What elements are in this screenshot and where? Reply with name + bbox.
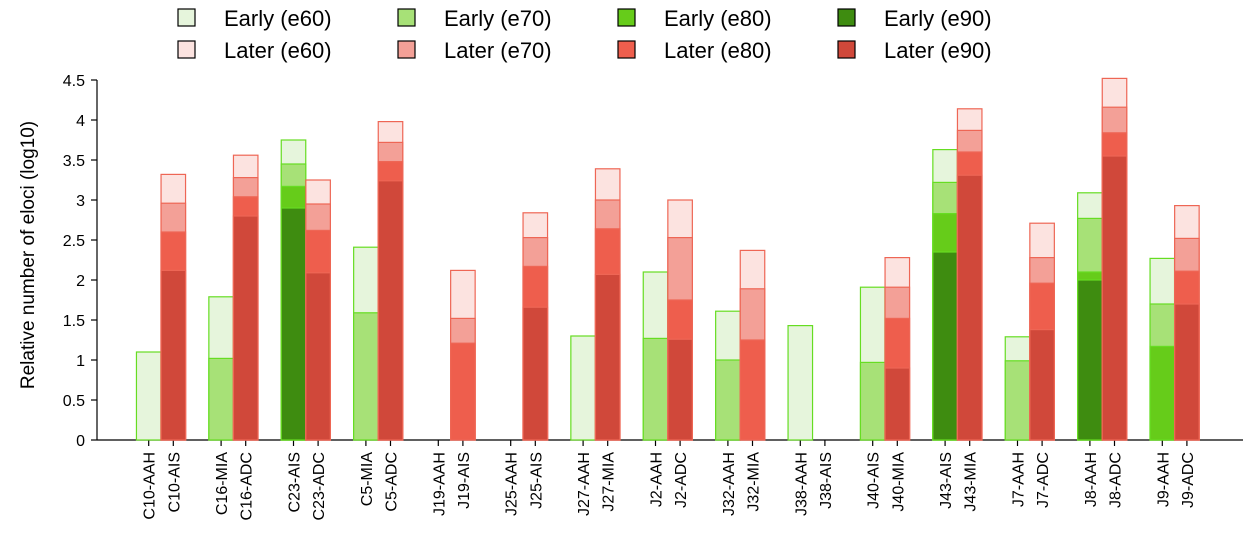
legend-swatch — [397, 40, 416, 59]
y-tick-label: 3 — [76, 193, 85, 210]
bar-early-e70-C16-MIA — [208, 357, 234, 441]
legend-label: Later (e70) — [444, 38, 552, 63]
legend-swatch — [397, 8, 416, 27]
legend-label: Early (e90) — [884, 6, 992, 31]
x-tick-label: C16-MIA — [214, 452, 231, 515]
legend-swatch — [837, 8, 856, 27]
bar-later-e90-J9-ADC — [1174, 303, 1200, 441]
bar-later-e90-J2-ADC — [667, 338, 693, 441]
x-tick-label: J25-AIS — [528, 452, 545, 509]
x-tick-label: J27-MIA — [601, 452, 618, 512]
bar-early-e70-J40-AIS — [859, 361, 886, 441]
legend-label: Early (e60) — [224, 6, 332, 31]
x-tick-label: J2-AAH — [649, 452, 666, 507]
x-tick-label: J9-ADC — [1180, 452, 1197, 508]
x-tick-label: C23-AIS — [287, 452, 304, 512]
bar-later-e90-C23-ADC — [305, 272, 331, 441]
y-tick-label: 2.5 — [63, 233, 85, 250]
x-tick-label: J9-AAH — [1155, 452, 1172, 507]
x-tick-label: J38-AAH — [793, 452, 810, 516]
legend-label: Later (e80) — [664, 38, 772, 63]
x-tick-label: J40-MIA — [890, 452, 907, 512]
bar-later-e90-C10-AIS — [160, 269, 187, 441]
x-axis — [97, 439, 1243, 446]
bar-later-e90-C16-ADC — [232, 215, 259, 441]
bar-early-e80-J9-AAH — [1149, 345, 1176, 441]
y-tick-label: 0 — [76, 433, 85, 450]
bar-early-e70-J7-AAH — [1004, 360, 1031, 441]
x-tick-label: J38-AIS — [818, 452, 835, 509]
legend-swatch — [177, 8, 196, 27]
y-tick-label: 4.5 — [63, 73, 85, 90]
x-tick-label: C16-ADC — [239, 452, 256, 520]
bar-later-e90-J43-MIA — [956, 174, 983, 441]
x-tick-label: J8-ADC — [1108, 452, 1125, 508]
bar-later-e80-J19-AIS — [450, 342, 476, 441]
y-tick-label: 3.5 — [63, 153, 85, 170]
bar-early-e70-J2-AAH — [642, 337, 669, 441]
bar-early-e60-J27-AAH — [570, 335, 596, 441]
bar-later-e80-J32-MIA — [739, 339, 766, 441]
bars — [135, 77, 1200, 441]
legend-label: Early (e80) — [664, 6, 772, 31]
bar-early-e70-C5-MIA — [353, 312, 379, 441]
x-tick-label: J7-AAH — [1011, 452, 1028, 507]
bar-early-e90-J8-AAH — [1077, 279, 1103, 441]
legend-swatch — [617, 40, 636, 59]
bar-later-e90-J7-ADC — [1029, 329, 1055, 441]
bar-early-e60-J38-AAH — [787, 325, 814, 441]
y-tick-label: 2 — [76, 273, 85, 290]
bar-later-e90-J25-AIS — [522, 306, 549, 441]
bar-later-e90-J27-MIA — [594, 273, 621, 441]
x-tick-label: J2-ADC — [673, 452, 690, 508]
x-tick-label: C10-AIS — [166, 452, 183, 512]
legend-label: Later (e90) — [884, 38, 992, 63]
bar-early-e90-C23-AIS — [280, 207, 307, 441]
bar-later-e90-J40-MIA — [884, 367, 911, 441]
x-tick-label: J43-AIS — [938, 452, 955, 509]
bar-later-e90-C5-ADC — [377, 180, 404, 441]
legend-swatch — [617, 8, 636, 27]
legend-swatch — [177, 40, 196, 59]
legend: Early (e60) Early (e70) Early (e80) Early (… — [177, 6, 992, 63]
y-tick-label: 1 — [76, 353, 85, 370]
x-tick-label: J27-AAH — [576, 452, 593, 516]
x-tick-label: J8-AAH — [1083, 452, 1100, 507]
x-tick-label: C5-MIA — [359, 452, 376, 507]
legend-swatch — [837, 40, 856, 59]
x-tick-label: C10-AAH — [142, 452, 159, 520]
x-tick-label: J40-AIS — [866, 452, 883, 509]
x-tick-label: J32-AAH — [721, 452, 738, 516]
x-tick-labels: C10-AAH C10-AIS C16-MIA C16-ADC C23-AIS C23-A… — [142, 452, 1197, 521]
x-tick-label: C5-ADC — [384, 452, 401, 512]
x-tick-label: J32-MIA — [746, 452, 763, 512]
y-axis: 0 0.5 1 1.5 2 2.5 3 3.5 4 4.5 — [63, 73, 98, 450]
x-tick-label: J19-AIS — [456, 452, 473, 509]
bar-early-e70-J32-AAH — [715, 359, 741, 441]
x-tick-label: J19-AAH — [431, 452, 448, 516]
bar-early-e60-C10-AAH — [135, 351, 162, 441]
y-axis-title: Relative number of eloci (log10) — [18, 121, 39, 389]
x-tick-label: J25-AAH — [504, 452, 521, 516]
legend-label: Later (e60) — [224, 38, 332, 63]
x-tick-label: C23-ADC — [311, 452, 328, 520]
x-tick-label: J7-ADC — [1035, 452, 1052, 508]
bar-early-e90-J43-AIS — [932, 251, 958, 441]
x-tick-label: J43-MIA — [963, 452, 980, 512]
y-tick-label: 1.5 — [63, 313, 85, 330]
legend-label: Early (e70) — [444, 6, 552, 31]
y-tick-label: 4 — [76, 113, 85, 130]
bar-later-e90-J8-ADC — [1101, 155, 1128, 441]
y-tick-label: 0.5 — [63, 393, 85, 410]
